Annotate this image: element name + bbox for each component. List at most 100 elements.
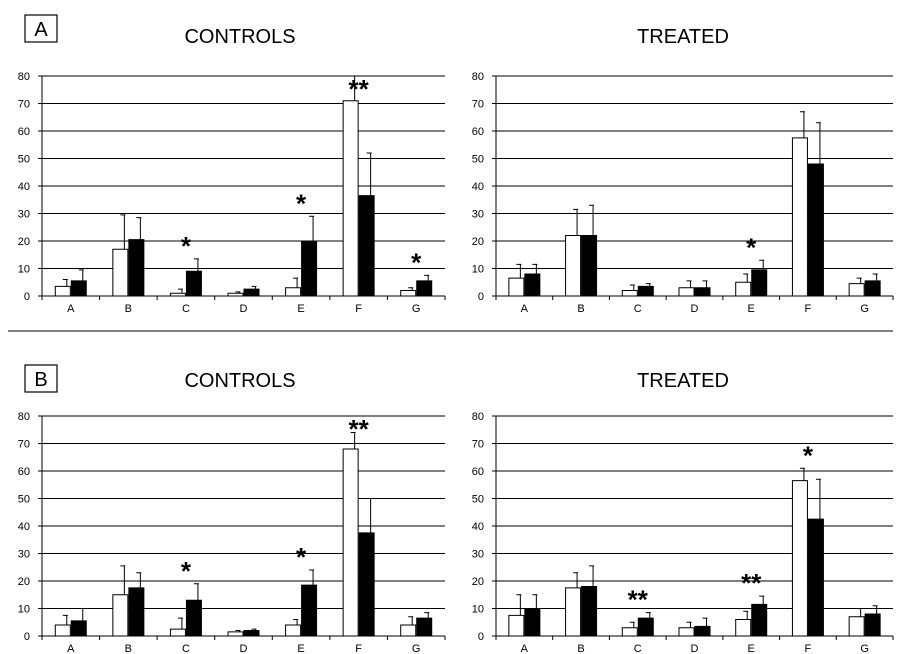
x-tick-label: G xyxy=(412,303,421,315)
bar-b-controls-s1-c xyxy=(169,628,186,637)
x-tick-label: E xyxy=(748,303,755,315)
bar-a-controls-s2-g xyxy=(416,280,433,297)
panel-label-b-box xyxy=(24,364,58,393)
x-tick-label: D xyxy=(691,643,699,654)
bar-b-treated-s2-d xyxy=(694,625,711,637)
bar-b-controls-s2-f xyxy=(358,532,375,637)
significance-marker: ** xyxy=(349,414,370,444)
y-tick-label: 10 xyxy=(18,264,30,276)
bar-a-treated-s2-f xyxy=(807,163,824,297)
y-tick-label: 80 xyxy=(472,71,484,83)
bar-a-controls-s1-e xyxy=(285,287,302,297)
bar-a-treated-s2-a xyxy=(524,273,541,297)
bar-b-controls-s1-f xyxy=(342,448,359,637)
x-tick-label: C xyxy=(634,643,642,654)
x-tick-label: B xyxy=(125,303,132,315)
y-tick-label: 70 xyxy=(472,99,484,111)
panel-label-b: B xyxy=(24,364,58,393)
bar-a-controls-s2-c xyxy=(185,270,202,297)
x-tick-label: B xyxy=(125,643,132,654)
x-tick-label: G xyxy=(860,303,869,315)
bar-a-controls-s2-d xyxy=(243,288,260,297)
bar-b-treated-s1-f xyxy=(791,480,808,637)
x-tick-label: F xyxy=(355,303,362,315)
x-tick-label: C xyxy=(182,303,190,315)
x-tick-label: D xyxy=(691,303,699,315)
bar-b-treated-s2-e xyxy=(751,603,768,637)
y-tick-label: 40 xyxy=(472,521,484,533)
bar-b-controls-s1-b xyxy=(112,594,129,637)
x-tick-label: D xyxy=(240,303,248,315)
bar-a-controls-s2-a xyxy=(70,280,87,297)
bar-b-controls-s1-e xyxy=(285,624,302,637)
panel-label-a-text: A xyxy=(34,19,48,41)
bar-a-treated-s1-d xyxy=(678,287,695,297)
x-tick-label: G xyxy=(412,643,421,654)
significance-marker: * xyxy=(296,542,307,572)
bar-a-controls-s1-b xyxy=(112,248,129,297)
bar-a-controls-s2-b xyxy=(128,239,145,297)
x-tick-label: C xyxy=(634,303,642,315)
y-tick-label: 0 xyxy=(478,291,484,303)
bar-b-treated-s1-d xyxy=(678,627,695,637)
bar-b-treated-s1-b xyxy=(565,587,582,637)
y-tick-label: 0 xyxy=(24,291,30,303)
bar-a-controls-s1-a xyxy=(54,285,71,297)
x-tick-label: E xyxy=(297,643,304,654)
bar-b-treated-s1-c xyxy=(621,627,638,637)
bar-b-treated-s2-a xyxy=(524,608,541,637)
bar-a-treated-s1-f xyxy=(791,137,808,297)
y-tick-label: 50 xyxy=(472,154,484,166)
significance-marker: * xyxy=(803,440,814,470)
x-tick-label: A xyxy=(67,643,75,654)
bar-a-controls-s1-c xyxy=(169,292,186,297)
bar-a-treated-s1-b xyxy=(565,235,582,297)
bar-a-treated-s2-d xyxy=(694,287,711,297)
chart-title-b-controls: CONTROLS xyxy=(184,370,295,392)
significance-marker: * xyxy=(296,188,307,218)
bar-b-treated-s1-a xyxy=(508,614,525,637)
bar-b-controls-s2-g xyxy=(416,617,433,637)
y-tick-label: 50 xyxy=(18,494,30,506)
y-tick-label: 0 xyxy=(478,631,484,643)
bar-a-treated-s1-c xyxy=(621,290,638,297)
y-tick-label: 20 xyxy=(18,236,30,248)
x-tick-label: B xyxy=(577,303,584,315)
bar-b-treated-s2-f xyxy=(807,518,824,637)
bar-b-controls-s2-e xyxy=(301,584,318,637)
bar-b-controls-s1-a xyxy=(54,624,71,637)
bar-b-treated-s1-g xyxy=(848,616,865,637)
y-tick-label: 10 xyxy=(18,604,30,616)
panel-label-a-box xyxy=(24,14,58,43)
significance-marker: * xyxy=(746,232,757,262)
bar-b-treated-s1-e xyxy=(735,619,752,637)
y-tick-label: 30 xyxy=(472,209,484,221)
x-tick-label: F xyxy=(805,303,812,315)
y-tick-label: 80 xyxy=(18,411,30,423)
bar-b-controls-s2-d xyxy=(243,630,260,637)
significance-marker: ** xyxy=(628,585,649,615)
panel-label-a: A xyxy=(24,14,58,43)
bar-b-treated-s2-c xyxy=(637,617,654,637)
bar-a-treated-s2-e xyxy=(751,269,768,297)
x-tick-label: G xyxy=(860,643,869,654)
y-tick-label: 70 xyxy=(472,439,484,451)
x-tick-label: C xyxy=(182,643,190,654)
y-tick-label: 40 xyxy=(18,521,30,533)
bar-a-treated-s1-g xyxy=(848,283,865,297)
x-tick-label: A xyxy=(521,643,529,654)
y-tick-label: 80 xyxy=(472,411,484,423)
bar-b-controls-s1-d xyxy=(227,631,244,637)
bar-a-treated-s2-b xyxy=(581,235,598,297)
x-tick-label: A xyxy=(521,303,529,315)
y-tick-label: 30 xyxy=(472,549,484,561)
y-tick-label: 20 xyxy=(18,576,30,588)
y-tick-label: 60 xyxy=(472,126,484,138)
x-tick-label: F xyxy=(355,643,362,654)
y-tick-label: 40 xyxy=(472,181,484,193)
x-tick-label: D xyxy=(240,643,248,654)
